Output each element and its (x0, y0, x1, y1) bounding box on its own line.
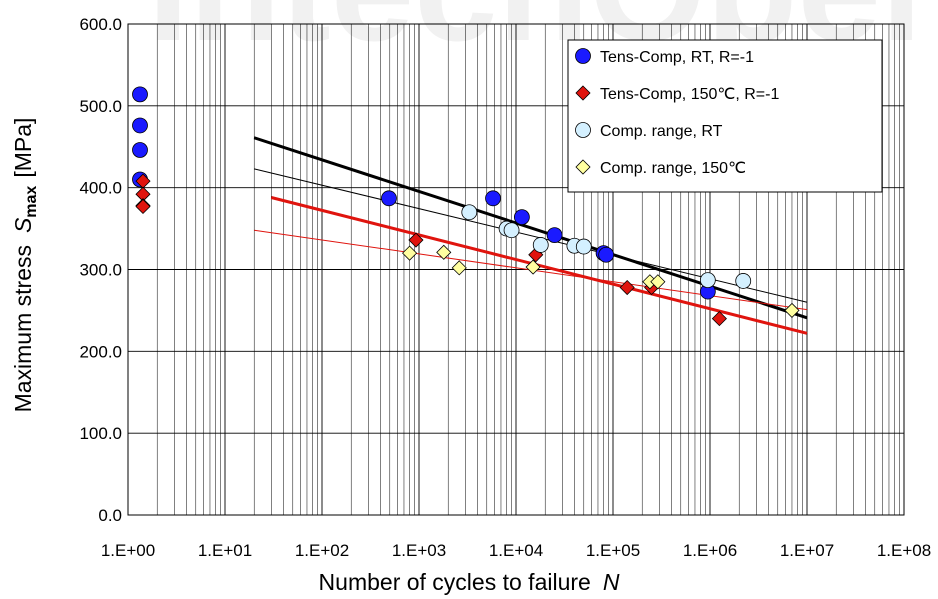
data-point-series-3 (735, 273, 752, 289)
x-tick-label: 1.E+05 (586, 541, 640, 560)
legend-entry-label: Comp. range, 150℃ (600, 160, 746, 177)
data-point-series-4 (451, 260, 467, 276)
data-point-series-3 (699, 272, 716, 289)
x-axis-title: Number of cycles to failure N (319, 569, 620, 595)
legend: Tens-Comp, RT, R=-1 Tens-Comp, 150℃, R=-1… (567, 39, 883, 193)
data-point-series-2 (135, 198, 151, 215)
legend-entry-label: Tens-Comp, RT, R=-1 (600, 49, 754, 66)
x-tick-label: 1.E+00 (101, 541, 155, 560)
data-point-series-1 (132, 142, 148, 158)
data-point-series-1 (485, 190, 501, 207)
x-axis-ticks: 1.E+00 1.E+01 1.E+02 1.E+03 1.E+04 1.E+05 1.E+… (101, 541, 931, 560)
data-point-series-1 (513, 209, 530, 226)
x-tick-label: 1.E+03 (392, 541, 446, 560)
data-point-series-4 (402, 245, 418, 261)
y-axis-unit: [MPa] (10, 118, 36, 178)
data-point-series-1 (546, 227, 563, 244)
y-tick-label: 300.0 (79, 261, 122, 280)
data-point-series-2 (408, 232, 424, 248)
data-point-series-1 (381, 190, 397, 207)
x-tick-label: 1.E+04 (489, 541, 543, 560)
legend-entry-label: Tens-Comp, 150℃, R=-1 (600, 86, 779, 103)
y-tick-label: 200.0 (79, 342, 122, 361)
data-point-series-3 (532, 237, 549, 253)
data-point-series-3 (461, 204, 478, 221)
x-tick-label: 1.E+08 (877, 541, 931, 560)
y-axis-ticks: 0.0 100.0 200.0 300.0 400.0 500.0 600.0 (79, 15, 122, 525)
legend-marker (575, 159, 591, 175)
y-axis-symbol: S (10, 217, 36, 233)
data-point-series-2 (711, 311, 727, 327)
y-tick-label: 400.0 (79, 179, 122, 198)
data-point-series-4 (525, 259, 541, 275)
y-tick-label: 500.0 (79, 97, 122, 116)
legend-box (567, 39, 883, 193)
trend-line (270, 196, 808, 335)
x-tick-label: 1.E+02 (295, 541, 349, 560)
x-tick-label: 1.E+06 (683, 541, 737, 560)
y-axis-subscript: max (23, 186, 40, 218)
legend-marker (575, 48, 591, 64)
plot-area-frame (127, 23, 905, 516)
y-tick-label: 100.0 (79, 424, 122, 443)
y-tick-label: 600.0 (79, 15, 122, 34)
x-tick-label: 1.E+01 (198, 541, 252, 560)
data-point-series-4 (436, 244, 452, 260)
y-tick-label: 0.0 (98, 506, 122, 525)
x-axis-symbol: N (603, 569, 620, 595)
data-point-series-1 (132, 117, 148, 134)
data-point-series-2 (619, 279, 635, 296)
x-axis-title-text: Number of cycles to failure (319, 569, 591, 595)
data-point-series-3 (575, 238, 592, 255)
data-points (132, 86, 800, 327)
legend-marker (575, 85, 591, 101)
x-tick-label: 1.E+07 (780, 541, 834, 560)
data-point-series-3 (503, 222, 520, 239)
legend-marker (575, 122, 591, 138)
data-point-series-1 (132, 86, 148, 103)
data-point-series-4 (784, 302, 800, 318)
data-point-series-4 (650, 274, 666, 290)
trend-line (253, 136, 808, 320)
data-point-series-1 (598, 246, 615, 263)
y-axis-title: Maximum stress Smax [MPa] (10, 118, 40, 413)
y-axis-title-text: Maximum stress (10, 245, 36, 412)
legend-entry-label: Comp. range, RT (600, 123, 723, 140)
